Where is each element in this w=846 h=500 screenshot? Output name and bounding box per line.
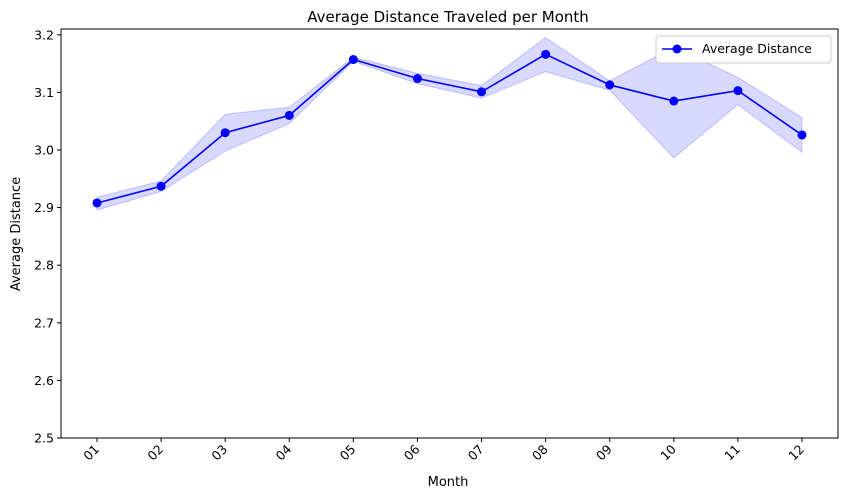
x-tick-label: 12	[785, 442, 807, 464]
data-point	[92, 198, 102, 208]
data-point	[348, 55, 358, 65]
data-point	[669, 96, 679, 106]
x-tick-label: 08	[529, 441, 551, 463]
data-point	[156, 181, 166, 191]
data-point	[797, 130, 807, 140]
x-tick-label: 01	[80, 442, 102, 464]
series-line	[96, 53, 803, 204]
y-tick-label: 3.1	[34, 85, 54, 100]
x-tick-label: 04	[273, 441, 295, 463]
x-tick-label: 07	[465, 442, 487, 464]
y-tick-label: 3.2	[34, 27, 54, 42]
data-point	[541, 49, 551, 59]
legend-box	[655, 35, 832, 64]
legend-label: Average Distance	[702, 41, 812, 56]
y-tick-label: 2.6	[34, 373, 54, 388]
axes-frame	[60, 28, 839, 439]
data-point	[477, 87, 487, 97]
x-tick-label: 11	[721, 442, 743, 464]
y-tick-label: 2.8	[34, 258, 54, 273]
x-tick-label: 03	[208, 442, 230, 464]
y-tick-label: 2.7	[34, 315, 54, 330]
legend-marker-swatch	[672, 44, 682, 54]
y-tick-label: 2.9	[34, 200, 54, 215]
y-axis-label: Average Distance	[9, 177, 24, 291]
x-tick-label: 05	[337, 442, 359, 464]
data-point	[284, 110, 294, 120]
x-axis-label: Month	[428, 475, 469, 490]
data-point	[412, 74, 422, 84]
x-tick-label: 02	[144, 442, 166, 464]
data-point	[605, 80, 615, 90]
x-tick-label: 09	[593, 441, 615, 463]
plot-area	[92, 36, 807, 211]
legend: Average Distance	[655, 35, 832, 64]
x-tick-label: 10	[657, 441, 679, 463]
y-tick-label: 3.0	[34, 142, 54, 157]
x-tick-label: 06	[401, 441, 423, 463]
y-tick-label: 2.5	[34, 431, 54, 446]
data-point	[220, 128, 230, 138]
data-point	[733, 86, 743, 96]
chart-title: Average Distance Traveled per Month	[307, 8, 589, 26]
